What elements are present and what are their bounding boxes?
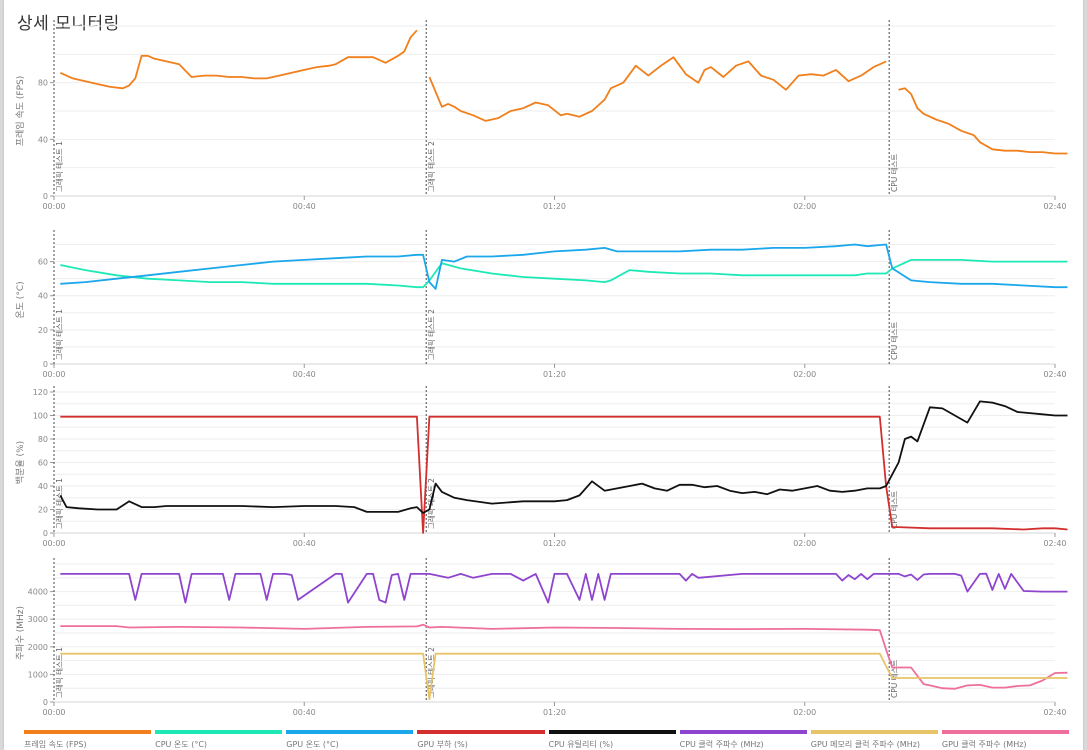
test-marker-label: 그래픽 테스트 2 <box>426 647 436 698</box>
x-tick-label: 01:20 <box>543 202 566 211</box>
y-tick-label: 0 <box>43 360 48 369</box>
legend-label: CPU 유틸리티 (%) <box>548 740 614 749</box>
y-tick-label: 20 <box>38 506 48 515</box>
x-tick-label: 02:40 <box>1043 202 1066 211</box>
test-marker-label: 그래픽 테스트 1 <box>54 478 64 529</box>
x-tick-label: 00:00 <box>42 370 65 379</box>
chart-legend: 프레임 속도 (FPS) CPU 온도 (°C) GPU 온도 (°C) GPU 부하… <box>24 730 1069 750</box>
y-tick-label: 0 <box>43 192 48 201</box>
legend-label: CPU 온도 (°C) <box>155 740 208 749</box>
x-tick-label: 01:20 <box>543 370 566 379</box>
y-tick-label: 0 <box>43 529 48 538</box>
x-tick-label: 01:20 <box>543 708 566 717</box>
series-line <box>428 56 887 122</box>
legend-item[interactable]: GPU 클럭 주파수 (MHz) <box>941 730 1069 750</box>
legend-item[interactable]: 프레임 속도 (FPS) <box>24 730 152 750</box>
x-tick-label: 02:00 <box>793 539 816 548</box>
y-tick-label: 80 <box>38 79 48 88</box>
x-tick-label: 00:40 <box>293 708 316 717</box>
legend-swatch <box>810 730 938 734</box>
y-axis-title: 백분율 (%) <box>15 441 26 484</box>
percentage-chart: 0 20 40 60 80 100 120 00:00 00:40 01:20 02:00 02:40… <box>15 386 1068 548</box>
x-tick-label: 00:40 <box>293 202 316 211</box>
test-marker-label: 그래픽 테스트 1 <box>54 141 64 192</box>
y-tick-label: 3000 <box>28 615 48 624</box>
test-marker-label: 그래픽 테스트 1 <box>54 647 64 698</box>
y-tick-label: 40 <box>38 135 48 144</box>
fps-chart: 0 40 80 00:00 00:40 01:20 02:00 02:40 프레임 속도 (FP… <box>14 20 1068 211</box>
monitoring-panel: 상세 모니터링 0 40 80 00:00 00:40 01:20 02:00 02:40 프레… <box>4 0 1083 750</box>
y-tick-label: 120 <box>33 388 48 397</box>
test-marker-label: 그래픽 테스트 2 <box>426 309 436 360</box>
series-line <box>60 243 1068 290</box>
legend-label: GPU 클럭 주파수 (MHz) <box>941 740 1027 749</box>
series-line <box>60 623 1068 690</box>
series-line <box>60 652 1068 701</box>
legend-swatch <box>24 730 152 734</box>
temperature-chart: 0 20 40 60 00:00 00:40 01:20 02:00 02:40 온도 (°C) 그… <box>15 230 1068 379</box>
y-tick-label: 100 <box>33 412 48 421</box>
y-axis-title: 주파수 (MHz) <box>15 606 26 660</box>
series-line <box>60 258 1068 289</box>
x-tick-label: 00:00 <box>42 708 65 717</box>
legend-label: CPU 클럭 주파수 (MHz) <box>679 740 764 749</box>
y-tick-label: 2000 <box>28 643 48 652</box>
test-marker-label: CPU 테스트 <box>890 154 899 192</box>
legend-item[interactable]: GPU 메모리 클럭 주파수 (MHz) <box>810 730 938 750</box>
y-tick-label: 60 <box>38 459 48 468</box>
y-tick-label: 80 <box>38 435 48 444</box>
y-tick-label: 1000 <box>28 670 48 679</box>
x-tick-label: 00:40 <box>293 539 316 548</box>
series-line <box>60 572 1068 604</box>
legend-label: 프레임 속도 (FPS) <box>24 740 87 749</box>
x-tick-label: 02:00 <box>793 708 816 717</box>
x-tick-label: 02:40 <box>1043 539 1066 548</box>
series-line <box>59 29 418 90</box>
legend-swatch <box>286 730 414 734</box>
legend-label: GPU 부하 (%) <box>417 740 468 749</box>
x-tick-label: 02:40 <box>1043 370 1066 379</box>
x-tick-label: 00:40 <box>293 370 316 379</box>
frequency-chart: 0 1000 2000 3000 4000 00:00 00:40 01:20 02:00 02:… <box>15 558 1068 717</box>
x-tick-label: 00:00 <box>42 202 65 211</box>
test-marker-label: 그래픽 테스트 2 <box>426 141 436 192</box>
test-marker-label: CPU 테스트 <box>890 322 899 360</box>
legend-swatch <box>548 730 676 734</box>
y-tick-label: 40 <box>38 292 48 301</box>
page-title: 상세 모니터링 <box>17 14 120 34</box>
x-tick-label: 02:40 <box>1043 708 1066 717</box>
legend-item[interactable]: CPU 온도 (°C) <box>155 730 283 750</box>
series-line <box>60 415 1068 534</box>
y-tick-label: 0 <box>43 698 48 707</box>
series-line <box>59 400 1068 514</box>
charts-area: 0 40 80 00:00 00:40 01:20 02:00 02:40 프레임 속도 (FP… <box>14 20 1068 717</box>
series-line <box>898 87 1068 155</box>
legend-swatch <box>417 730 545 734</box>
x-tick-label: 00:00 <box>42 539 65 548</box>
legend-item[interactable]: CPU 유틸리티 (%) <box>548 730 676 750</box>
legend-swatch <box>941 730 1069 734</box>
legend-swatch <box>679 730 807 734</box>
test-marker-label: 그래픽 테스트 1 <box>54 309 64 360</box>
legend-label: GPU 메모리 클럭 주파수 (MHz) <box>810 740 921 749</box>
y-tick-label: 20 <box>38 326 48 335</box>
x-tick-label: 02:00 <box>793 202 816 211</box>
y-axis-title: 온도 (°C) <box>15 281 26 318</box>
y-axis-title: 프레임 속도 (FPS) <box>14 76 26 146</box>
y-tick-label: 40 <box>38 482 48 491</box>
legend-swatch <box>155 730 283 734</box>
x-tick-label: 02:00 <box>793 370 816 379</box>
legend-item[interactable]: CPU 클럭 주파수 (MHz) <box>679 730 807 750</box>
legend-item[interactable]: GPU 온도 (°C) <box>286 730 414 750</box>
y-tick-label: 60 <box>38 258 48 267</box>
legend-item[interactable]: GPU 부하 (%) <box>417 730 545 750</box>
y-tick-label: 4000 <box>28 588 48 597</box>
legend-label: GPU 온도 (°C) <box>286 740 339 749</box>
x-tick-label: 01:20 <box>543 539 566 548</box>
test-marker-label: CPU 테스트 <box>890 491 899 529</box>
